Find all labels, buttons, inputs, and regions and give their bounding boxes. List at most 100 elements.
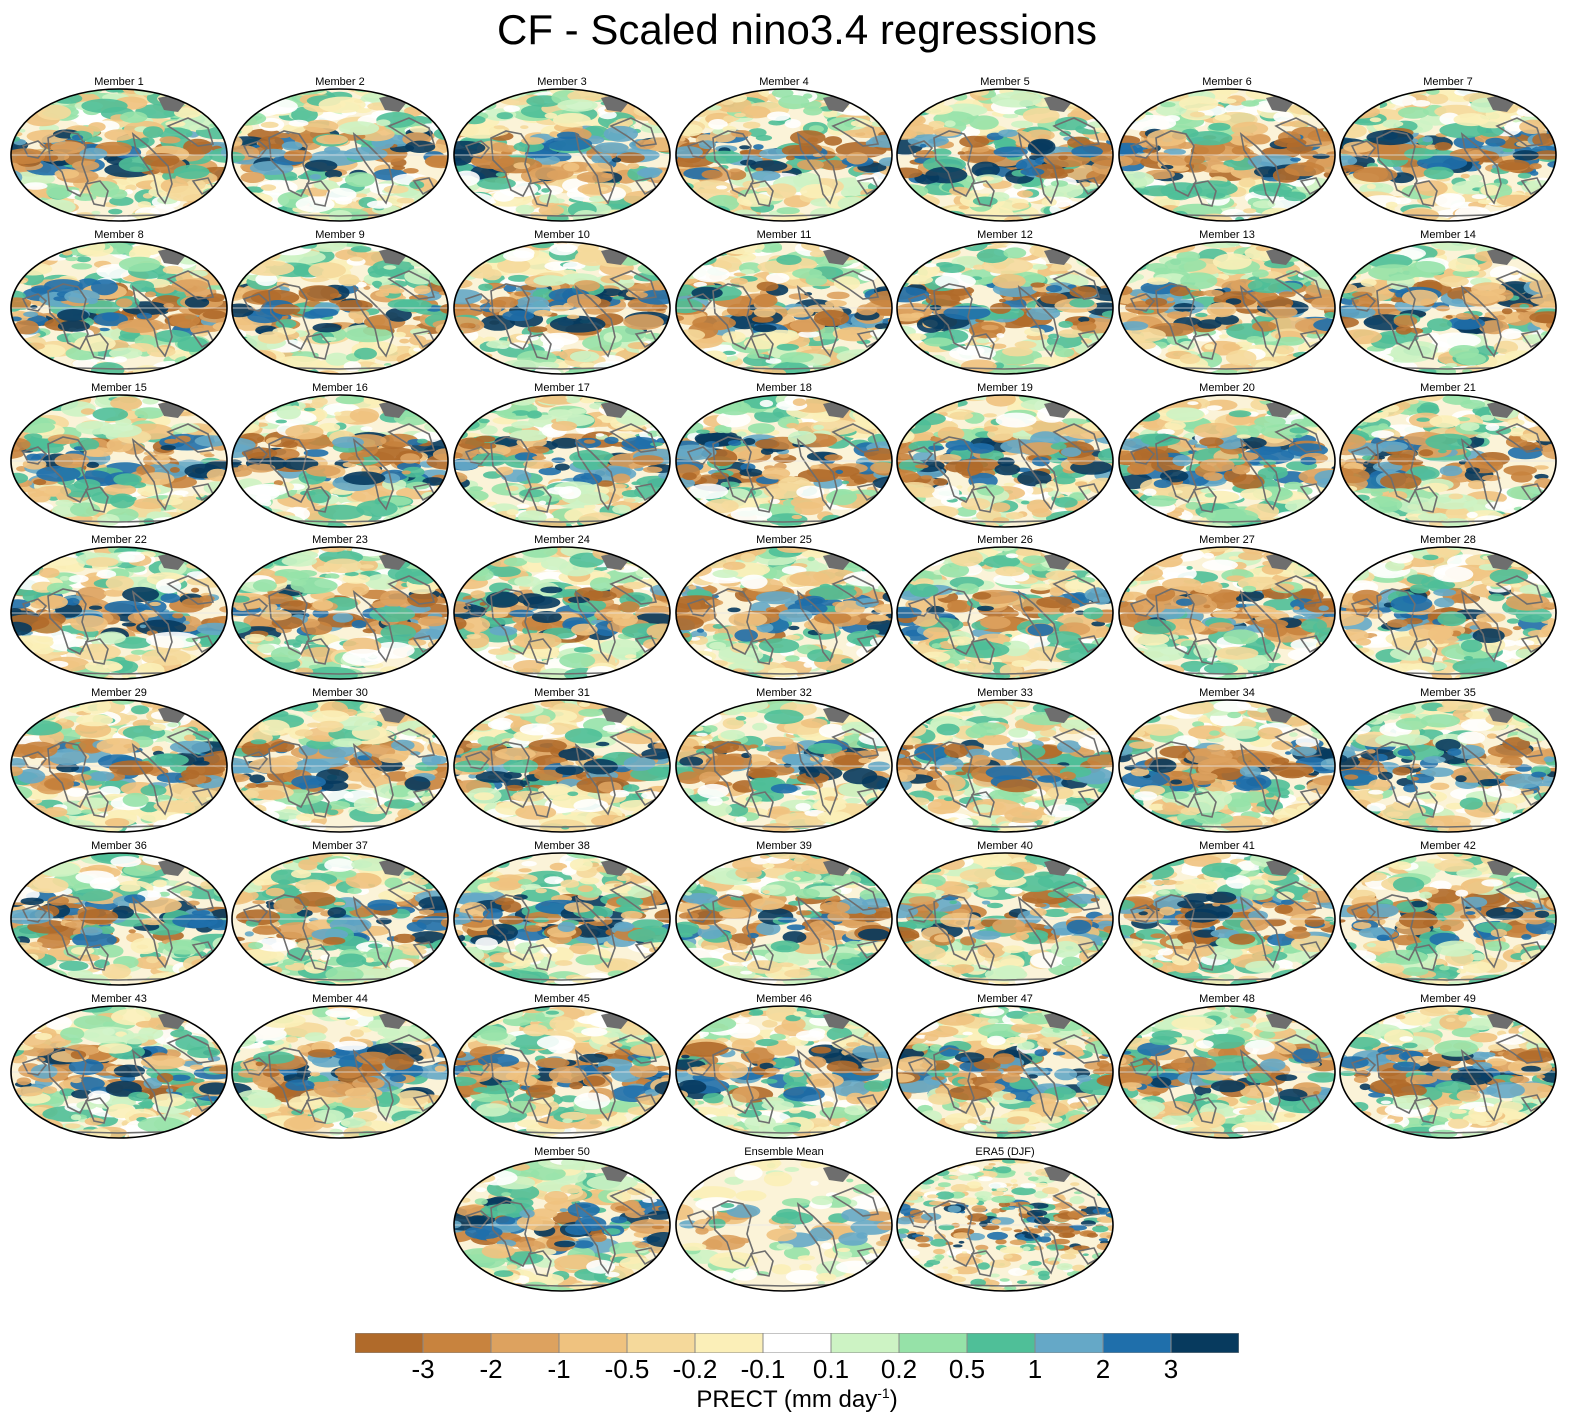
world-map xyxy=(675,1158,893,1292)
panel-title: Member 5 xyxy=(980,76,1030,88)
world-map xyxy=(1118,546,1336,680)
map-panel: Member 39 xyxy=(673,840,895,990)
world-map xyxy=(896,1158,1114,1292)
map-panel: Member 11 xyxy=(673,229,895,379)
panel-title: Member 13 xyxy=(1199,229,1255,241)
map-panel: Member 23 xyxy=(229,534,451,684)
map-panel: Ensemble Mean xyxy=(673,1146,895,1296)
map-panel: Member 43 xyxy=(8,993,230,1143)
world-map xyxy=(896,699,1114,833)
map-panel: Member 42 xyxy=(1337,840,1559,990)
panel-title: Member 25 xyxy=(756,534,812,546)
world-map xyxy=(1339,699,1557,833)
map-panel: Member 26 xyxy=(894,534,1116,684)
panel-title: Member 2 xyxy=(315,76,365,88)
panel-title: Member 39 xyxy=(756,840,812,852)
world-map xyxy=(1339,394,1557,528)
world-map xyxy=(10,852,228,986)
colorbar-swatch xyxy=(558,1333,628,1353)
map-panel: Member 3 xyxy=(451,76,673,226)
colorbar-swatch xyxy=(762,1333,832,1353)
map-panel: Member 25 xyxy=(673,534,895,684)
colorbar-tick-label: -0.1 xyxy=(740,1354,786,1384)
colorbar-swatch xyxy=(422,1333,492,1353)
map-panel: Member 19 xyxy=(894,382,1116,532)
colorbar-swatch xyxy=(694,1333,764,1353)
colorbar-tick-label: -0.2 xyxy=(672,1354,718,1384)
panel-title: Member 43 xyxy=(91,993,147,1005)
figure-title: CF - Scaled nino3.4 regressions xyxy=(497,6,1097,53)
map-panel: Member 49 xyxy=(1337,993,1559,1143)
panel-title: Member 42 xyxy=(1420,840,1476,852)
map-panel: Member 16 xyxy=(229,382,451,532)
map-panel: Member 22 xyxy=(8,534,230,684)
world-map xyxy=(231,852,449,986)
map-panel: Member 18 xyxy=(673,382,895,532)
map-panel: Member 30 xyxy=(229,687,451,837)
map-panel: Member 29 xyxy=(8,687,230,837)
world-map xyxy=(1118,241,1336,375)
map-panel: Member 6 xyxy=(1116,76,1338,226)
world-map xyxy=(1339,1005,1557,1139)
world-map xyxy=(1118,394,1336,528)
panel-title: Member 28 xyxy=(1420,534,1476,546)
panel-title: Member 1 xyxy=(94,76,144,88)
units-main: PRECT (mm day xyxy=(696,1386,878,1413)
map-panel: ERA5 (DJF) xyxy=(894,1146,1116,1296)
world-map xyxy=(231,546,449,680)
world-map xyxy=(453,394,671,528)
world-map xyxy=(231,1005,449,1139)
world-map xyxy=(1339,241,1557,375)
panel-title: Member 47 xyxy=(977,993,1033,1005)
map-panel: Member 36 xyxy=(8,840,230,990)
world-map xyxy=(453,852,671,986)
colorbar-swatch xyxy=(1170,1333,1239,1353)
world-map xyxy=(1339,88,1557,222)
colorbar-tick-label: -3 xyxy=(411,1354,435,1384)
map-panel: Member 44 xyxy=(229,993,451,1143)
colorbar-swatch xyxy=(1102,1333,1172,1353)
panel-title: Member 31 xyxy=(534,687,590,699)
map-panel: Member 13 xyxy=(1116,229,1338,379)
map-panel: Member 45 xyxy=(451,993,673,1143)
world-map xyxy=(1339,546,1557,680)
panel-title: Member 22 xyxy=(91,534,147,546)
panel-title: Member 36 xyxy=(91,840,147,852)
map-panel: Member 38 xyxy=(451,840,673,990)
panel-title: Member 16 xyxy=(312,382,368,394)
panel-title: Member 4 xyxy=(759,76,809,88)
panel-title: Member 37 xyxy=(312,840,368,852)
colorbar-tick-label: 0.5 xyxy=(948,1354,986,1384)
map-panel: Member 48 xyxy=(1116,993,1338,1143)
panel-title: Member 23 xyxy=(312,534,368,546)
world-map xyxy=(1118,1005,1336,1139)
map-panel: Member 15 xyxy=(8,382,230,532)
colorbar-tick-label: -1 xyxy=(547,1354,571,1384)
map-panel: Member 32 xyxy=(673,687,895,837)
map-panel: Member 27 xyxy=(1116,534,1338,684)
map-panel: Member 4 xyxy=(673,76,895,226)
world-map xyxy=(896,546,1114,680)
world-map xyxy=(453,1158,671,1292)
colorbar-tick-label: -0.5 xyxy=(604,1354,650,1384)
colorbar-tick-label: 1 xyxy=(1027,1354,1043,1384)
panel-title: Member 38 xyxy=(534,840,590,852)
colorbar xyxy=(355,1333,1239,1353)
world-map xyxy=(675,852,893,986)
panel-title: Member 32 xyxy=(756,687,812,699)
panel-title: Member 48 xyxy=(1199,993,1255,1005)
world-map xyxy=(10,1005,228,1139)
panel-title: Member 14 xyxy=(1420,229,1476,241)
world-map xyxy=(896,394,1114,528)
map-panel: Member 46 xyxy=(673,993,895,1143)
map-panel: Member 47 xyxy=(894,993,1116,1143)
panel-title: Member 49 xyxy=(1420,993,1476,1005)
world-map xyxy=(896,852,1114,986)
panel-title: Member 6 xyxy=(1202,76,1252,88)
colorbar-tick-label: 0.2 xyxy=(880,1354,918,1384)
map-panel: Member 8 xyxy=(8,229,230,379)
map-panel: Member 24 xyxy=(451,534,673,684)
colorbar-swatch xyxy=(898,1333,968,1353)
world-map xyxy=(896,1005,1114,1139)
panel-title: Member 3 xyxy=(537,76,587,88)
